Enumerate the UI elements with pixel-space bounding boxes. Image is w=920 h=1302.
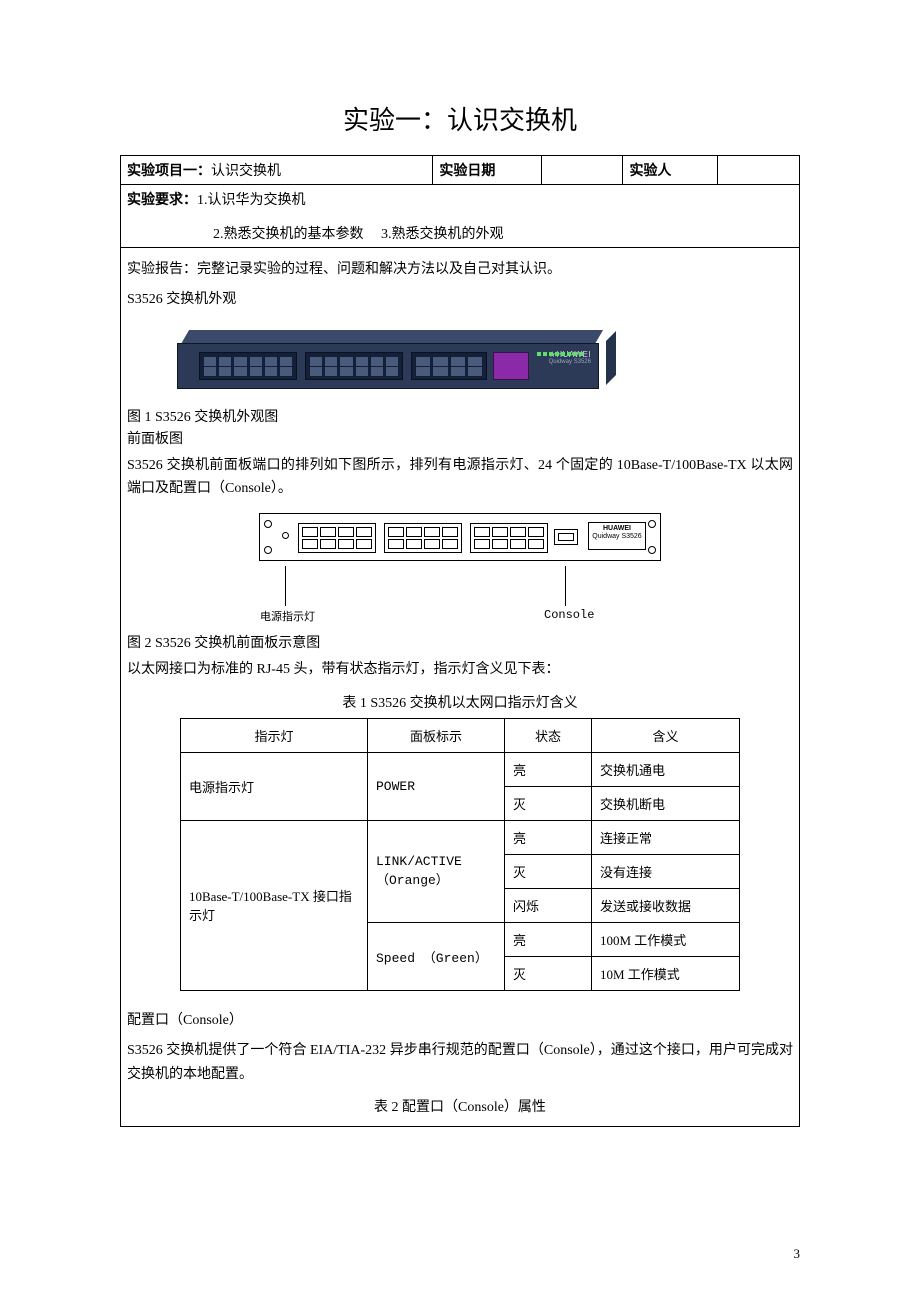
power-led-icon xyxy=(282,532,289,539)
front-heading: 前面板图 xyxy=(127,428,793,448)
th-state: 状态 xyxy=(505,718,592,752)
callout-console: Console xyxy=(544,608,594,622)
frontpanel-logo: HUAWEIQuidway S3526 xyxy=(588,522,646,550)
proj-label: 实验项目一： xyxy=(127,164,211,179)
page: 实验一：认识交换机 实验项目一：认识交换机 实验日期 实验人 实验要求：1.认识… xyxy=(0,0,920,1302)
fig1-caption: 图 1 S3526 交换机外观图 xyxy=(127,406,793,426)
appearance-heading: S3526 交换机外观 xyxy=(127,288,793,312)
person-value xyxy=(718,156,800,185)
console-heading: 配置口（Console） xyxy=(127,1009,793,1033)
person-label: 实验人 xyxy=(623,156,718,185)
switch-3d-figure: ★HUAWEI Quidway S3526 xyxy=(177,330,607,398)
front-panel-figure: HUAWEIQuidway S3526 电源指示灯 Console xyxy=(127,513,793,624)
callout-power: 电源指示灯 xyxy=(260,608,315,624)
req-2: 2.熟悉交换机的基本参数 xyxy=(213,227,364,242)
fig2-caption: 图 2 S3526 交换机前面板示意图 xyxy=(127,632,793,652)
th-meaning: 含义 xyxy=(592,718,740,752)
front-desc: S3526 交换机前面板端口的排列如下图所示，排列有电源指示灯、24 个固定的 … xyxy=(127,454,793,502)
req-1: 1.认识华为交换机 xyxy=(197,193,306,208)
experiment-table: 实验项目一：认识交换机 实验日期 实验人 实验要求：1.认识华为交换机 2.熟悉… xyxy=(120,155,800,1127)
console-port-icon xyxy=(554,529,578,545)
body-cell: 实验报告：完整记录实验的过程、问题和解决方法以及自己对其认识。 S3526 交换… xyxy=(121,248,800,1127)
page-number: 3 xyxy=(794,1246,801,1262)
th-indicator: 指示灯 xyxy=(181,718,368,752)
req-label: 实验要求： xyxy=(127,193,197,208)
indicator-table: 指示灯 面板标示 状态 含义 电源指示灯 POWER 亮 交换机通电 xyxy=(180,718,740,991)
date-label: 实验日期 xyxy=(433,156,542,185)
report-line: 实验报告：完整记录实验的过程、问题和解决方法以及自己对其认识。 xyxy=(127,258,793,282)
table1-caption: 表 1 S3526 交换机以太网口指示灯含义 xyxy=(127,692,793,712)
req-3: 3.熟悉交换机的外观 xyxy=(381,227,504,242)
header-row: 实验项目一：认识交换机 实验日期 实验人 xyxy=(121,156,800,185)
table2-caption: 表 2 配置口（Console）属性 xyxy=(127,1096,793,1116)
table-row: 10Base-T/100Base-TX 接口指示灯 LINK/ACTIVE（Or… xyxy=(181,820,740,854)
console-desc: S3526 交换机提供了一个符合 EIA/TIA-232 异步串行规范的配置口（… xyxy=(127,1039,793,1087)
table-row: 电源指示灯 POWER 亮 交换机通电 xyxy=(181,752,740,786)
proj-value: 认识交换机 xyxy=(211,164,281,179)
rj45-line: 以太网接口为标准的 RJ-45 头，带有状态指示灯，指示灯含义见下表： xyxy=(127,658,793,682)
requirements-cell: 实验要求：1.认识华为交换机 2.熟悉交换机的基本参数 3.熟悉交换机的外观 xyxy=(121,185,800,248)
th-mark: 面板标示 xyxy=(368,718,505,752)
date-value xyxy=(541,156,622,185)
page-title: 实验一：认识交换机 xyxy=(120,100,800,137)
